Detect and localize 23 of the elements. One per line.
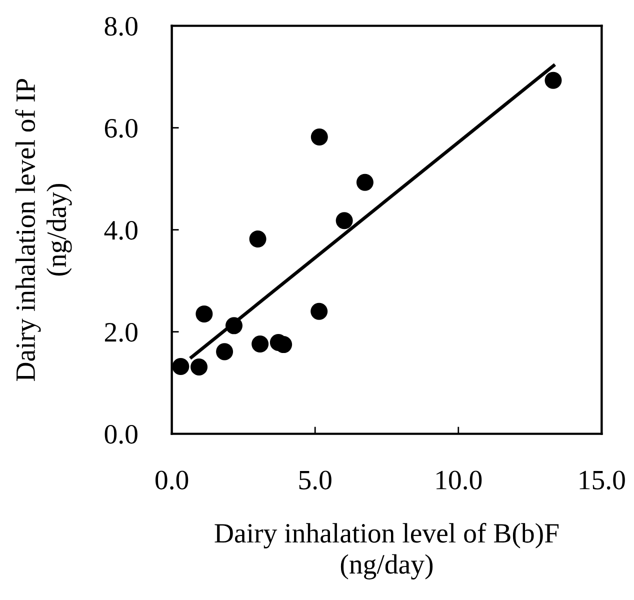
point bbox=[225, 317, 243, 334]
point bbox=[216, 343, 234, 360]
x-tick-label: 5.0 bbox=[299, 470, 332, 490]
point bbox=[336, 212, 353, 230]
point bbox=[172, 358, 190, 375]
y-tick-label: 2.0 bbox=[104, 322, 138, 342]
x-tick-label: 15.0 bbox=[580, 470, 625, 490]
x-tick-label: 10.0 bbox=[436, 470, 482, 490]
point bbox=[190, 358, 208, 376]
x-axis-title: Dairy inhalation level of B(b)F (ng/day) bbox=[214, 522, 559, 580]
y-tick-label: 8.0 bbox=[104, 16, 138, 36]
y-tick-label: 0.0 bbox=[104, 424, 138, 444]
point bbox=[356, 174, 374, 191]
y-tick-label: 6.0 bbox=[104, 118, 138, 138]
point bbox=[196, 305, 213, 322]
x-tick-label: 0.0 bbox=[156, 470, 188, 490]
point bbox=[252, 336, 269, 353]
point bbox=[249, 230, 266, 248]
point bbox=[310, 128, 328, 146]
y-tick-label: 4.0 bbox=[104, 220, 138, 240]
point bbox=[310, 302, 328, 320]
y-axis-title: Dairy inhalation level of IP (ng/day) bbox=[15, 78, 72, 381]
point bbox=[544, 72, 562, 89]
